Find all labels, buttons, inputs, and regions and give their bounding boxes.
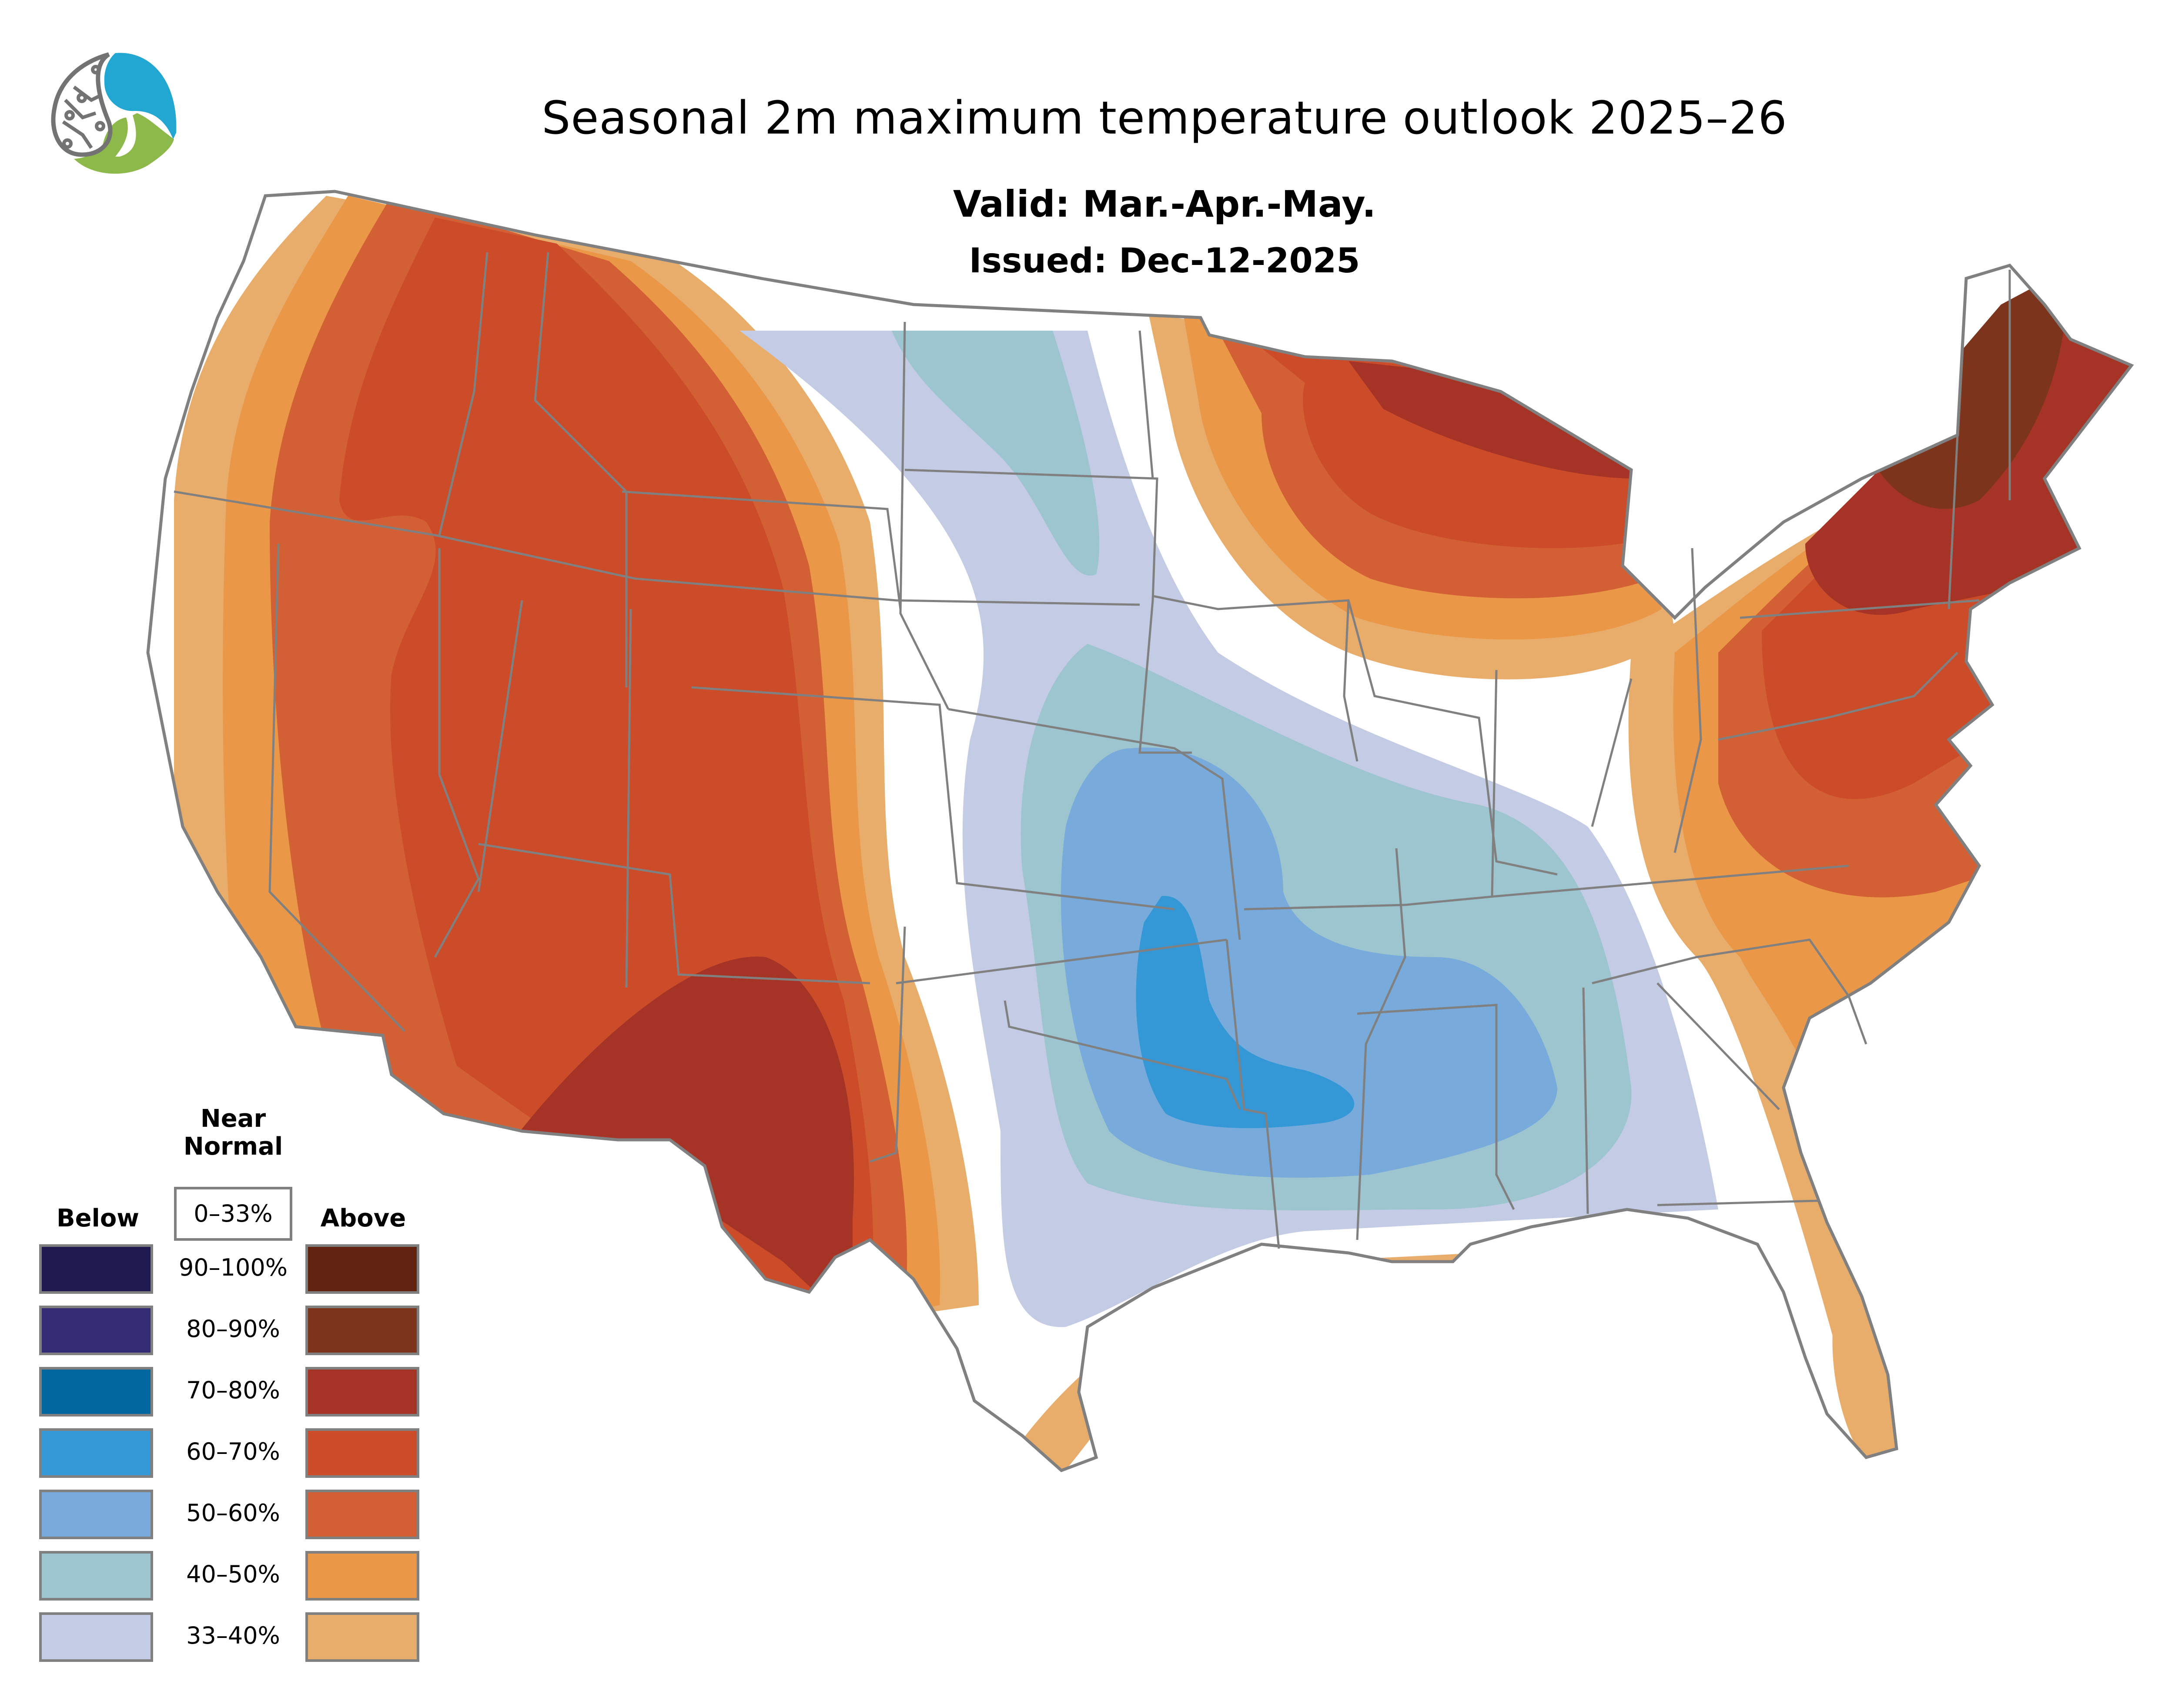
legend-above-heading: Above — [320, 1204, 406, 1232]
below-40-50-north-plains — [892, 331, 1100, 576]
above-33-40-florida — [1832, 1305, 1898, 1457]
logo-leaf — [74, 113, 174, 174]
legend-below-swatch — [39, 1612, 153, 1662]
logo-circuit-drop — [51, 52, 113, 157]
legend-range-label: 70–80% — [186, 1376, 280, 1404]
legend-range-label: 40–50% — [186, 1561, 280, 1588]
legend-below-swatch — [39, 1367, 153, 1417]
legend-below-swatch — [39, 1244, 153, 1294]
legend-range-label: 60–70% — [186, 1438, 280, 1465]
legend-above-swatch — [305, 1612, 419, 1662]
logo-water-drop — [104, 53, 177, 139]
legend-below-swatch — [39, 1551, 153, 1601]
above-70-80-southwest — [513, 956, 854, 1327]
legend-range-label: 33–40% — [186, 1622, 280, 1649]
legend-below-swatch — [39, 1490, 153, 1539]
legend-below-heading: Below — [56, 1204, 140, 1232]
organization-logo-icon — [51, 52, 177, 174]
legend-below-swatch — [39, 1428, 153, 1478]
map-title: Seasonal 2m maximum temperature outlook … — [542, 91, 1787, 144]
legend-above-swatch — [305, 1244, 419, 1294]
legend-range-label: 80–90% — [186, 1315, 280, 1343]
legend-near-normal-swatch: 0–33% — [174, 1187, 292, 1241]
state-borders — [174, 252, 2011, 1249]
legend-above-swatch — [305, 1428, 419, 1478]
issued-date: Issued: Dec-12-2025 — [969, 241, 1360, 281]
legend-below-swatch — [39, 1306, 153, 1355]
legend-above-swatch — [305, 1306, 419, 1355]
valid-period: Valid: Mar.-Apr.-May. — [953, 183, 1376, 225]
legend-above-swatch — [305, 1490, 419, 1539]
legend-above-swatch — [305, 1367, 419, 1417]
legend-near-normal-heading: Near Normal — [183, 1105, 283, 1161]
legend-above-swatch — [305, 1551, 419, 1601]
legend-range-label: 50–60% — [186, 1499, 280, 1527]
legend-range-label: 90–100% — [178, 1254, 288, 1281]
